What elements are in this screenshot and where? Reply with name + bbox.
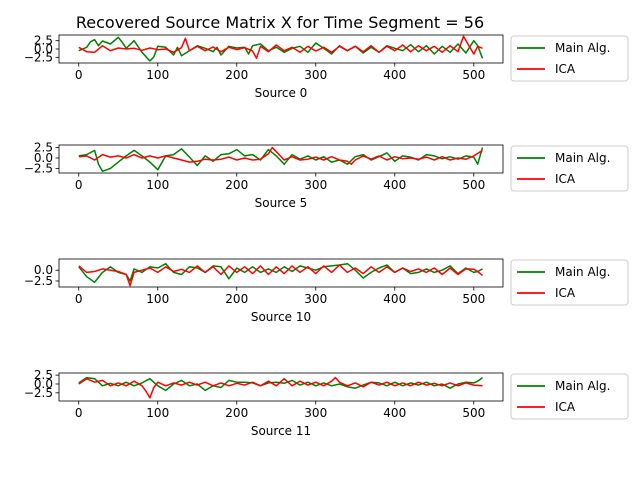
x-tick-label: 500 [462, 406, 485, 420]
legend-label: Main Alg. [555, 265, 610, 279]
y-tick-label: −2.5 [24, 386, 53, 400]
x-tick-label: 100 [146, 68, 169, 82]
axes-frame [58, 144, 504, 174]
x-tick-label: 200 [225, 406, 248, 420]
series-line-ica [78, 376, 483, 399]
x-tick-label: 400 [383, 178, 406, 192]
series-line-ica [78, 146, 483, 165]
legend-label: ICA [555, 400, 576, 414]
x-axis-label: Source 10 [251, 310, 311, 324]
x-tick-label: 200 [225, 178, 248, 192]
series-line-ica [78, 264, 483, 287]
x-tick-label: 500 [462, 178, 485, 192]
x-tick-label: 0 [75, 68, 83, 82]
y-tick-label: 2.5 [34, 368, 53, 382]
axes-frame [58, 258, 504, 288]
legend-label: ICA [555, 286, 576, 300]
x-tick-label: 100 [146, 292, 169, 306]
y-tick-label: 0.0 [34, 377, 53, 391]
x-tick-label: 300 [304, 68, 327, 82]
x-tick-label: 200 [225, 68, 248, 82]
y-tick-label: 0.0 [34, 263, 53, 277]
y-tick-label: 0.0 [34, 151, 53, 165]
x-tick-label: 300 [304, 178, 327, 192]
legend-label: ICA [555, 172, 576, 186]
subplot-2: 0 100 200 300 400 500 0.0−2.5 Source 10 Main Alg… [24, 258, 629, 324]
legend-label: ICA [555, 62, 576, 76]
x-tick-label: 500 [462, 292, 485, 306]
x-tick-label: 400 [383, 406, 406, 420]
y-tick-label: −2.5 [24, 50, 53, 64]
y-tick-label: 2.5 [34, 34, 53, 48]
y-tick-label: 2.5 [34, 141, 53, 155]
y-tick-label: 0.0 [34, 42, 53, 56]
x-axis-label: Source 11 [251, 424, 311, 438]
x-tick-label: 400 [383, 292, 406, 306]
x-axis-label: Source 0 [255, 86, 308, 100]
x-tick-label: 0 [75, 406, 83, 420]
x-tick-label: 0 [75, 178, 83, 192]
axes-frame [58, 372, 504, 402]
x-tick-label: 500 [462, 68, 485, 82]
x-axis-label: Source 5 [255, 196, 308, 210]
subplot-3: 0 100 200 300 400 500 2.50.0−2.5 Source 11 Main … [24, 368, 629, 438]
legend-label: Main Alg. [555, 379, 610, 393]
y-tick-label: −2.5 [24, 161, 53, 175]
x-tick-label: 0 [75, 292, 83, 306]
legend-label: Main Alg. [555, 151, 610, 165]
x-tick-label: 200 [225, 292, 248, 306]
figure-title: Recovered Source Matrix X for Time Segme… [76, 13, 484, 32]
x-tick-label: 100 [146, 406, 169, 420]
series-line-main-alg [78, 36, 484, 62]
y-tick-label: −2.5 [24, 274, 53, 288]
series-line-ica [78, 35, 483, 60]
x-tick-label: 300 [304, 406, 327, 420]
x-tick-label: 400 [383, 68, 406, 82]
subplot-0: 0 100 200 300 400 500 2.50.0−2.5 Source 0 Main A… [24, 34, 629, 100]
x-tick-label: 100 [146, 178, 169, 192]
legend-label: Main Alg. [555, 41, 610, 55]
series-line-main-alg [78, 376, 483, 392]
x-tick-label: 300 [304, 292, 327, 306]
subplot-1: 0 100 200 300 400 500 2.50.0−2.5 Source 5 Main A… [24, 141, 629, 210]
